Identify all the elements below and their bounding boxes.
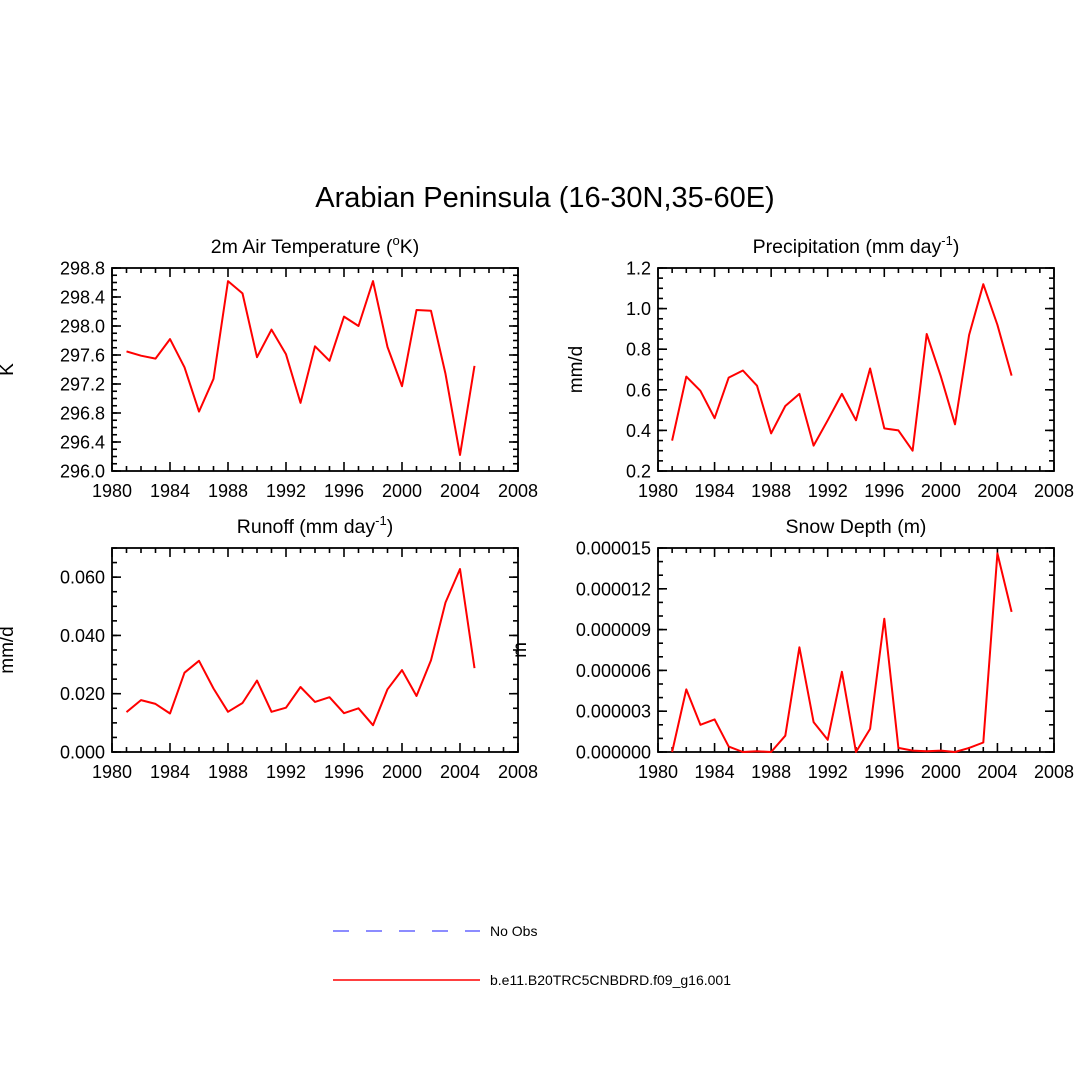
legend-no-obs-label: No Obs — [490, 923, 537, 939]
plot-frame — [111, 547, 519, 753]
y-tick-label: 296.0 — [60, 462, 105, 482]
y-tick-label: 0.000009 — [576, 620, 651, 640]
figure-title: Arabian Peninsula (16-30N,35-60E) — [315, 182, 774, 214]
x-tick-label: 1992 — [266, 762, 306, 782]
panel-title: Snow Depth (m) — [786, 516, 927, 538]
plot-frame — [657, 267, 1055, 472]
x-tick-label: 2004 — [440, 762, 480, 782]
x-tick-label: 1988 — [208, 481, 248, 501]
panel-title: Precipitation (mm day-1) — [753, 233, 960, 258]
y-tick-label: 0.060 — [60, 568, 105, 588]
x-tick-label: 1984 — [150, 481, 190, 501]
x-tick-label: 2004 — [977, 481, 1017, 501]
y-tick-label: 0.000012 — [576, 579, 651, 599]
y-tick-label: 296.8 — [60, 404, 105, 424]
y-tick-label: 0.000006 — [576, 661, 651, 681]
x-tick-label: 1984 — [695, 762, 735, 782]
y-tick-label: 297.2 — [60, 375, 105, 395]
y-tick-label: 1.0 — [626, 299, 651, 319]
y-axis-label: mm/d — [566, 346, 587, 394]
y-tick-label: 298.0 — [60, 317, 105, 337]
x-tick-label: 1984 — [695, 481, 735, 501]
y-tick-label: 0.000000 — [576, 743, 651, 763]
legend: No Obs b.e11.B20TRC5CNBDRD.f09_g16.001 — [333, 923, 731, 988]
x-tick-label: 2000 — [382, 481, 422, 501]
y-axis-label: mm/d — [0, 626, 18, 674]
y-axis-label: K — [0, 363, 18, 376]
y-tick-label: 298.8 — [60, 259, 105, 279]
panels: 2m Air Temperature (oK) K 1980 1984 1988 1992… — [0, 233, 1074, 782]
x-tick-label: 1980 — [92, 481, 132, 501]
x-tick-label: 2008 — [498, 481, 538, 501]
series-line — [126, 280, 476, 456]
chart-panel-4: Snow Depth (m) m 1980 1984 1988 1992 1996 2000 2… — [510, 516, 1074, 782]
x-tick-label: 1980 — [638, 481, 678, 501]
x-tick-label: 2008 — [1034, 762, 1074, 782]
series-line — [671, 283, 1013, 452]
x-tick-label: 1988 — [751, 762, 791, 782]
chart-panel-1: 2m Air Temperature (oK) K 1980 1984 1988 1992… — [0, 233, 538, 501]
series-line — [125, 568, 476, 727]
x-tick-label: 1988 — [208, 762, 248, 782]
y-tick-label: 0.000003 — [576, 702, 651, 722]
y-tick-label: 0.2 — [626, 462, 651, 482]
x-tick-label: 2004 — [440, 481, 480, 501]
chart-panel-2: Precipitation (mm day-1) mm/d 1980 1984 1988… — [566, 233, 1074, 501]
x-tick-label: 2000 — [921, 762, 961, 782]
y-tick-label: 0.4 — [626, 421, 651, 441]
y-tick-label: 0.000015 — [576, 539, 651, 559]
x-tick-label: 1996 — [324, 481, 364, 501]
x-tick-label: 2008 — [498, 762, 538, 782]
x-tick-label: 2000 — [382, 762, 422, 782]
x-tick-label: 1984 — [150, 762, 190, 782]
panel-title: 2m Air Temperature (oK) — [211, 233, 419, 258]
x-tick-label: 1992 — [266, 481, 306, 501]
series-line — [671, 552, 1013, 753]
x-tick-label: 1992 — [808, 481, 848, 501]
y-tick-label: 297.6 — [60, 346, 105, 366]
x-tick-label: 1980 — [92, 762, 132, 782]
x-tick-label: 2004 — [977, 762, 1017, 782]
y-tick-label: 1.2 — [626, 259, 651, 279]
y-tick-label: 0.6 — [626, 380, 651, 400]
x-tick-label: 1996 — [864, 762, 904, 782]
x-tick-label: 2008 — [1034, 481, 1074, 501]
chart-panel-3: Runoff (mm day-1) mm/d 1980 1984 1988 1992 199… — [0, 513, 538, 782]
x-tick-label: 2000 — [921, 481, 961, 501]
y-tick-label: 298.4 — [60, 288, 105, 308]
x-tick-label: 1996 — [324, 762, 364, 782]
y-tick-label: 0.000 — [60, 743, 105, 763]
panel-title: Runoff (mm day-1) — [237, 513, 393, 538]
x-tick-label: 1980 — [638, 762, 678, 782]
y-tick-label: 0.8 — [626, 340, 651, 360]
y-tick-label: 0.040 — [60, 626, 105, 646]
x-tick-label: 1992 — [808, 762, 848, 782]
x-tick-label: 1988 — [751, 481, 791, 501]
y-tick-label: 0.020 — [60, 684, 105, 704]
legend-model-label: b.e11.B20TRC5CNBDRD.f09_g16.001 — [490, 972, 731, 988]
y-tick-label: 296.4 — [60, 433, 105, 453]
x-tick-label: 1996 — [864, 481, 904, 501]
y-axis-label: m — [510, 642, 531, 658]
